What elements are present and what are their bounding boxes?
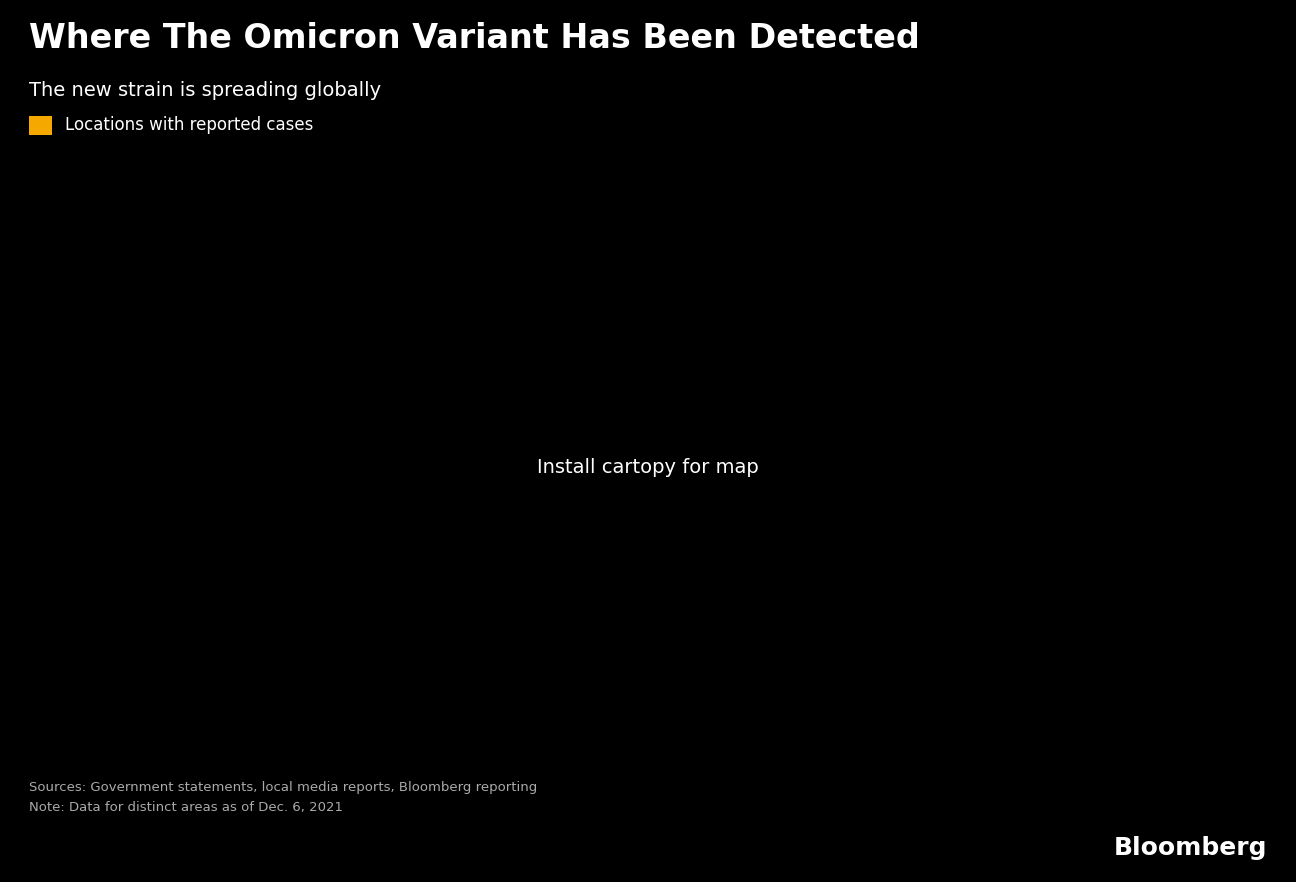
Text: Install cartopy for map: Install cartopy for map	[537, 458, 759, 477]
Text: Sources: Government statements, local media reports, Bloomberg reporting
Note: D: Sources: Government statements, local me…	[29, 781, 537, 813]
Text: The new strain is spreading globally: The new strain is spreading globally	[29, 81, 381, 101]
Text: Where The Omicron Variant Has Been Detected: Where The Omicron Variant Has Been Detec…	[29, 22, 919, 55]
Text: Bloomberg: Bloomberg	[1115, 836, 1267, 860]
Text: Locations with reported cases: Locations with reported cases	[65, 116, 314, 134]
